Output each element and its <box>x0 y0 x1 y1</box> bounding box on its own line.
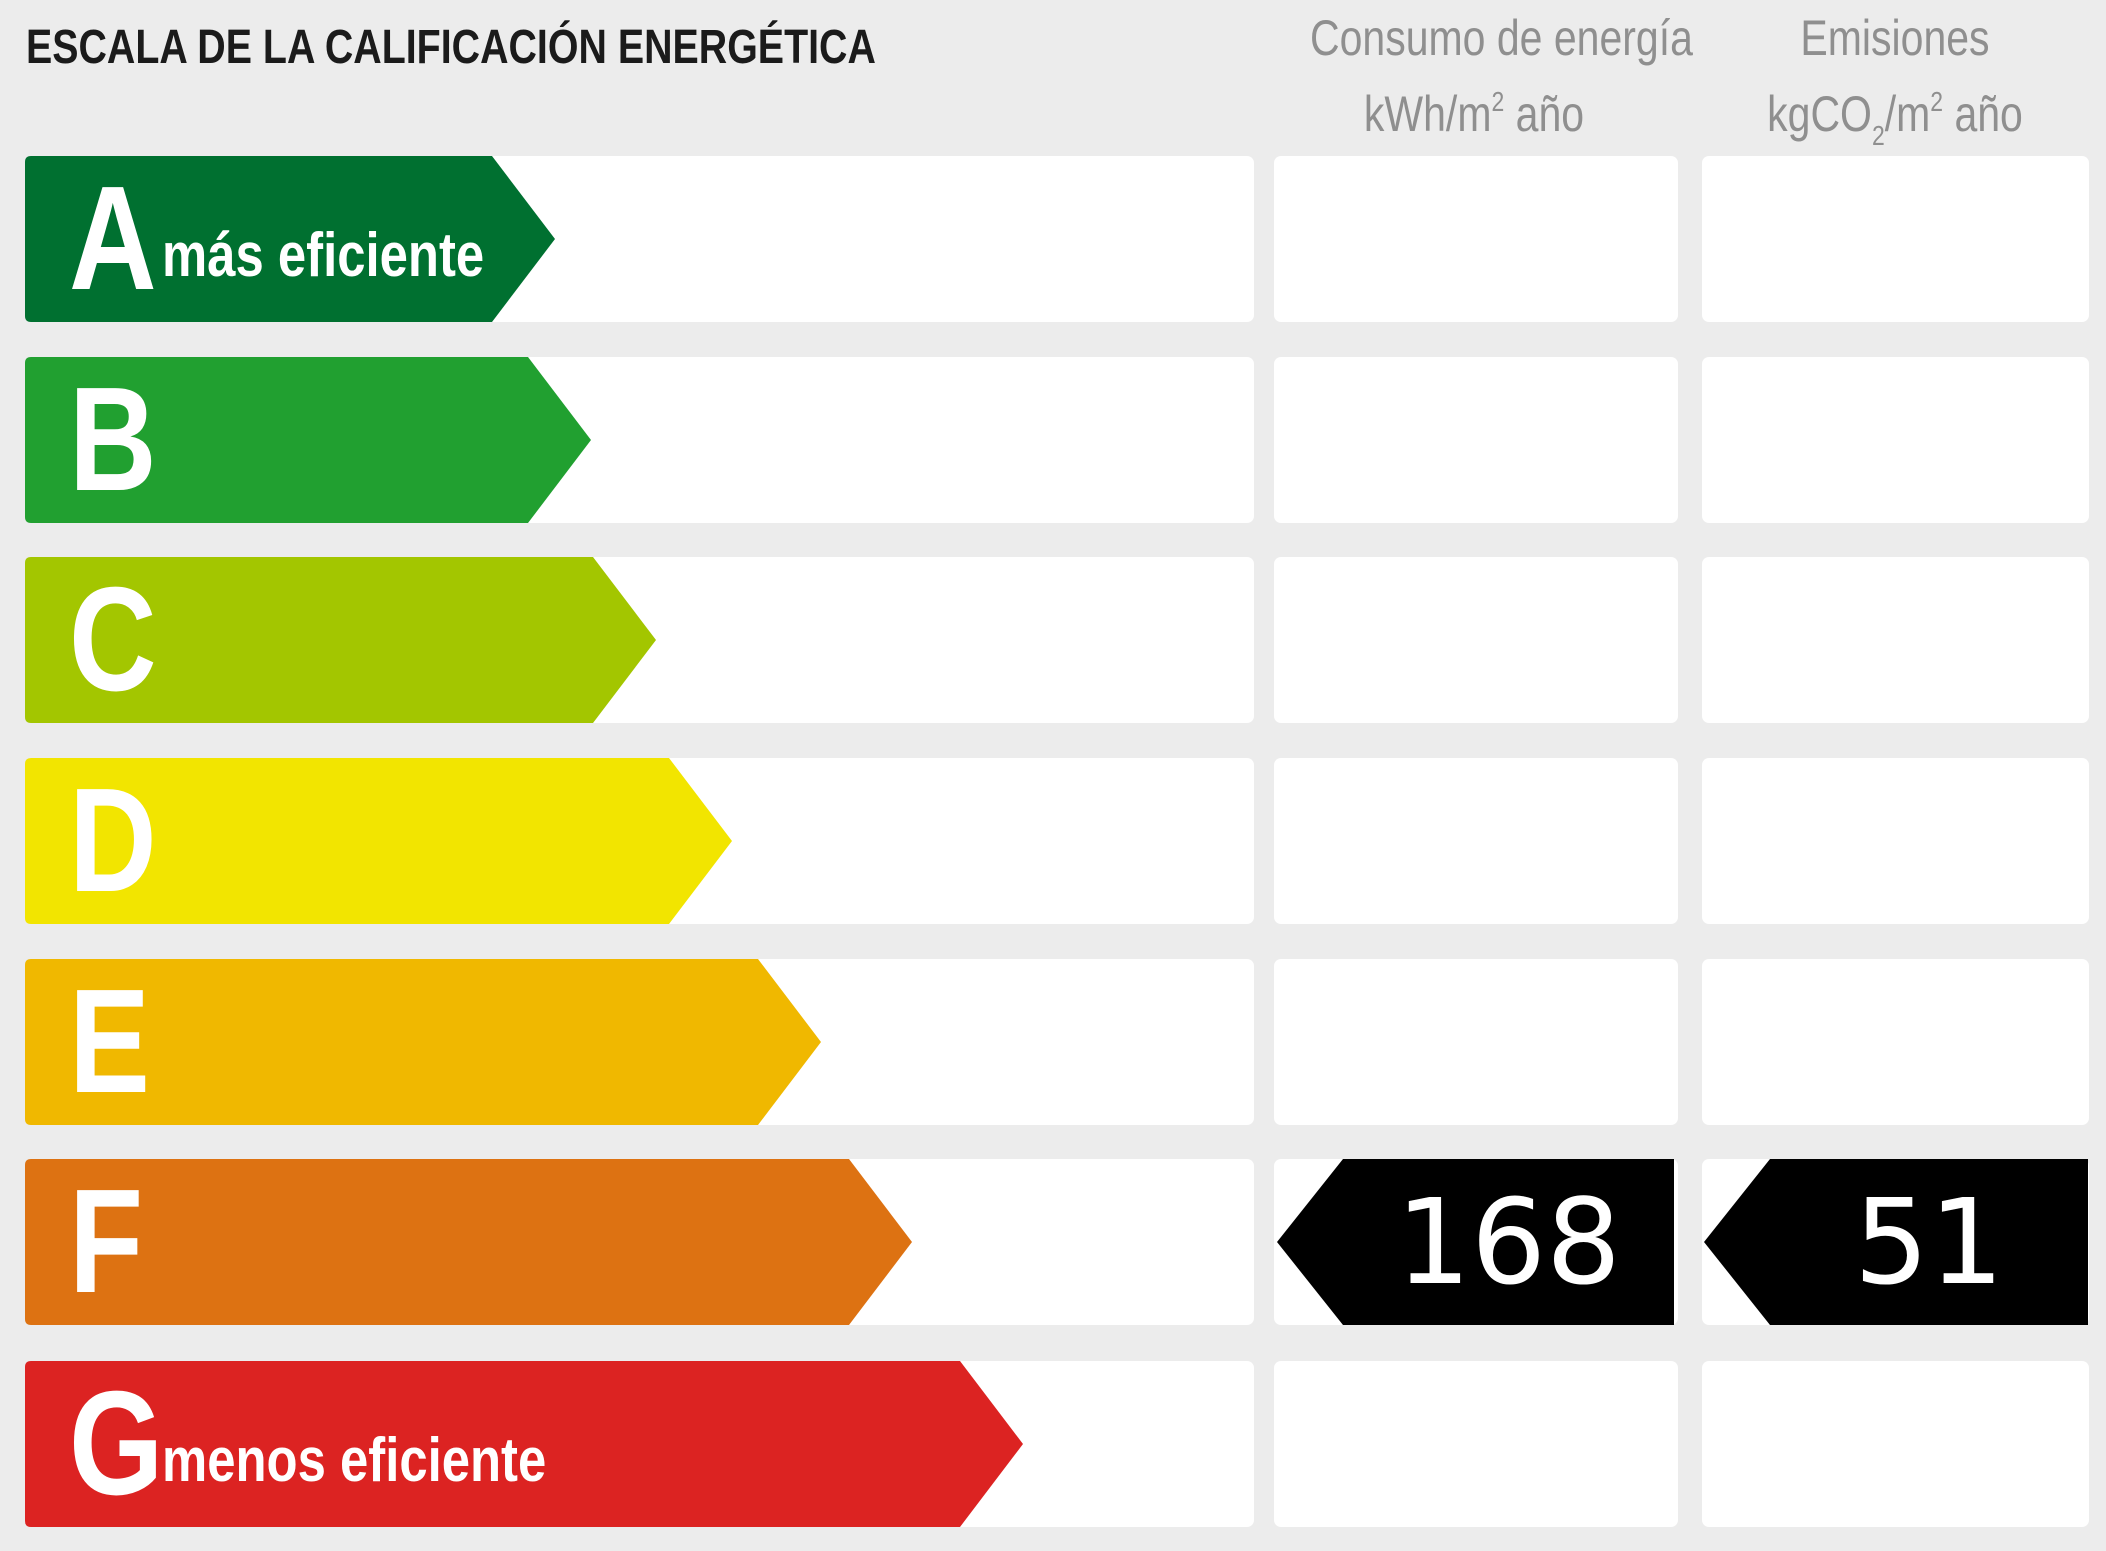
page-title: ESCALA DE LA CALIFICACIÓN ENERGÉTICA <box>26 21 876 74</box>
energy-cell <box>1274 557 1678 723</box>
rating-letter: D <box>69 758 157 923</box>
rating-letter: G <box>69 1361 164 1526</box>
rating-arrow-e: E <box>25 959 821 1125</box>
emissions-column-header: Emisiones kgCO2/m2 año <box>1731 6 2059 168</box>
emissions-cell <box>1702 557 2089 723</box>
rating-letter: E <box>69 959 150 1124</box>
emissions-header-line1: Emisiones <box>1800 10 1990 66</box>
emissions-cell <box>1702 758 2089 924</box>
emissions-result-badge-value: 51 <box>1853 1173 2005 1311</box>
emissions-result-badge: 51 <box>1704 1159 2088 1325</box>
rating-label: más eficiente <box>162 221 485 290</box>
rating-letter: C <box>69 557 157 722</box>
rating-row-e: E <box>0 959 2106 1125</box>
energy-header-unit: kWh/m2 año <box>1363 86 1585 142</box>
rating-label: menos eficiente <box>162 1426 547 1495</box>
rating-letter: F <box>69 1159 144 1324</box>
energy-cell <box>1274 156 1678 322</box>
energy-header-line1: Consumo de energía <box>1310 10 1693 66</box>
energy-result-badge: 168 <box>1277 1159 1674 1325</box>
energy-cell <box>1274 959 1678 1125</box>
rating-row-f: F 168 51 <box>0 1159 2106 1325</box>
rating-row-d: D <box>0 758 2106 924</box>
energy-column-header: Consumo de energía kWh/m2 año <box>1310 6 1693 146</box>
rating-arrow-d: D <box>25 758 732 924</box>
rating-arrow-f: F <box>25 1159 912 1325</box>
rating-row-b: B <box>0 357 2106 523</box>
emissions-cell <box>1702 357 2089 523</box>
rating-arrow-b: B <box>25 357 591 523</box>
energy-cell <box>1274 1361 1678 1527</box>
rating-letter: B <box>69 357 157 522</box>
emissions-cell <box>1702 1361 2089 1527</box>
emissions-header-unit: kgCO2/m2 año <box>1767 86 2023 151</box>
emissions-cell <box>1702 156 2089 322</box>
emissions-cell <box>1702 959 2089 1125</box>
rating-arrow-c: C <box>25 557 656 723</box>
energy-cell <box>1274 357 1678 523</box>
energy-cell <box>1274 758 1678 924</box>
energy-result-badge-value: 168 <box>1395 1173 1622 1311</box>
rating-letter: A <box>69 156 157 321</box>
rating-row-c: C <box>0 557 2106 723</box>
